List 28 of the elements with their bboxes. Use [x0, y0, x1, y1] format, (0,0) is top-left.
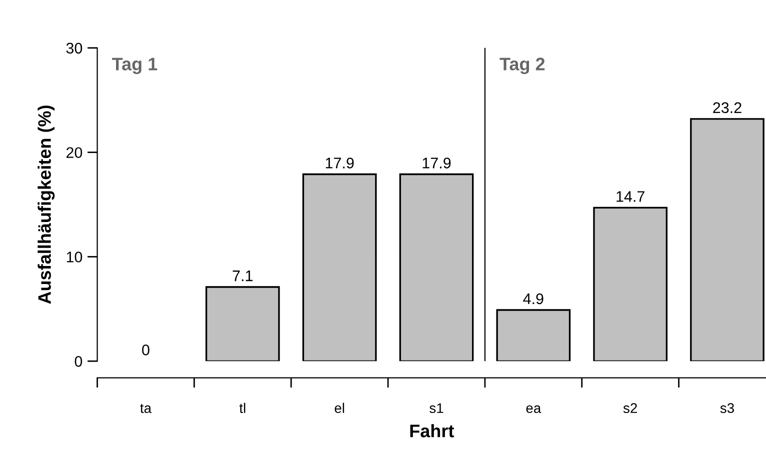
x-tick-label: s3	[720, 403, 734, 414]
data-label: 7.1	[232, 270, 253, 282]
x-axis-title: Fahrt	[410, 424, 454, 438]
bar	[399, 173, 474, 362]
y-tick-label: 20	[66, 147, 82, 158]
x-tick-label: s1	[430, 403, 444, 414]
x-tick-label: s2	[623, 403, 637, 414]
bar	[496, 309, 571, 362]
annotation: Tag 1	[112, 58, 158, 74]
bar	[593, 206, 668, 362]
data-label: 4.9	[523, 293, 544, 304]
x-tick-label: ea	[526, 405, 542, 414]
data-label: 0	[142, 344, 150, 356]
x-tick-label: ta	[140, 404, 152, 414]
y-axis-title: Ausfallhäufigkeiten (%)	[38, 106, 55, 304]
annotation: Tag 2	[500, 58, 545, 74]
data-label: 23.2	[713, 102, 742, 114]
x-tick-label: tl	[239, 402, 246, 413]
data-label: 14.7	[616, 191, 644, 202]
y-tick-label: 0	[74, 356, 82, 367]
y-tick-label: 30	[66, 42, 82, 54]
data-label: 17.9	[326, 158, 354, 168]
y-tick-label: 10	[66, 252, 82, 262]
bar	[690, 118, 764, 362]
bar	[302, 173, 377, 362]
x-tick-label: el	[334, 402, 344, 414]
data-label: 17.9	[422, 158, 451, 168]
bar	[205, 286, 280, 362]
